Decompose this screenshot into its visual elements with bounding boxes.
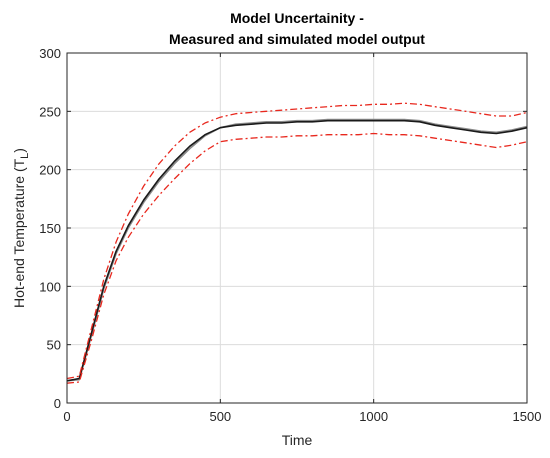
y-tick-label: 150: [39, 221, 61, 236]
x-axis-label: Time: [282, 432, 313, 448]
x-tick-label: 500: [209, 409, 231, 424]
y-tick-label: 50: [47, 338, 61, 353]
y-tick-label: 200: [39, 163, 61, 178]
y-axis-label-close: ): [11, 148, 27, 153]
series-group: [66, 102, 528, 384]
y-tick-label: 300: [39, 46, 61, 61]
y-tick-label: 0: [54, 396, 61, 411]
x-tick-label: 0: [63, 409, 70, 424]
y-axis-label: Hot-end Temperature (TL): [11, 148, 31, 308]
y-tick-label: 250: [39, 104, 61, 119]
chart-title-line1: Model Uncertainity -: [230, 10, 364, 26]
series-line-simulated: [66, 119, 528, 382]
axis-ticks: 0 500 1000 1500 0 50 100 150 200 250 300: [39, 46, 541, 424]
y-axis-label-subscript: L: [19, 153, 31, 159]
y-axis-label-main: Hot-end Temperature (T: [11, 158, 27, 308]
y-tick-label: 100: [39, 279, 61, 294]
x-tick-label: 1500: [513, 409, 542, 424]
series-line-measured: [66, 118, 528, 382]
series-line-lower-bound: [66, 132, 528, 384]
chart-title-line2: Measured and simulated model output: [169, 31, 425, 47]
x-tick-label: 1000: [359, 409, 388, 424]
grid-lines: [67, 53, 527, 403]
